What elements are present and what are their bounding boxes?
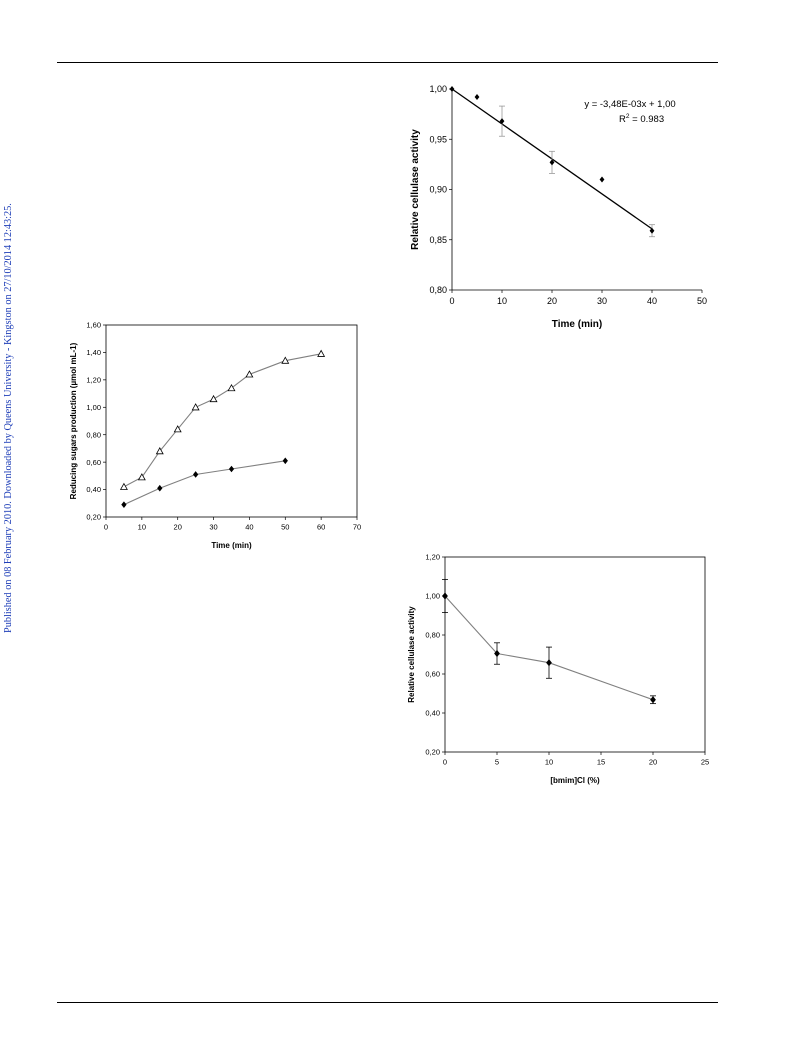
x-axis-label: Time (min) [211, 541, 252, 550]
x-tick-label: 0 [449, 296, 454, 306]
data-point [549, 159, 555, 166]
x-tick-label: 30 [597, 296, 607, 306]
x-tick-label: 40 [245, 523, 253, 532]
y-axis-label: Reducing sugars production (µmol mL-1) [69, 342, 78, 499]
x-tick-label: 60 [317, 523, 325, 532]
data-point [157, 484, 163, 492]
x-tick-label: 50 [697, 296, 707, 306]
top-rule [57, 62, 718, 63]
data-point [245, 370, 254, 378]
data-point [137, 473, 146, 481]
y-tick-label: 0,85 [429, 235, 447, 245]
equation-label: y = -3,48E-03x + 1,00 [584, 99, 675, 110]
data-point [494, 649, 500, 658]
plot-frame [444, 556, 706, 753]
x-tick-label: 20 [649, 758, 657, 767]
x-tick-label: 5 [495, 758, 499, 767]
y-tick-label: 1,00 [425, 592, 440, 601]
y-tick-label: 0,40 [425, 709, 440, 718]
data-point [228, 465, 235, 473]
y-tick-label: 0,80 [429, 285, 447, 295]
x-tick-label: 10 [138, 523, 146, 532]
x-tick-label: 20 [174, 523, 182, 532]
data-point [193, 471, 199, 478]
r-squared-label: R2 = 0.983 [619, 113, 664, 125]
data-point [227, 383, 236, 392]
data-point [649, 227, 655, 234]
y-tick-label: 1,20 [86, 375, 101, 384]
data-point [599, 176, 605, 183]
y-tick-label: 1,40 [86, 348, 101, 357]
data-point [155, 447, 164, 455]
x-tick-label: 50 [281, 523, 289, 532]
y-axis-label: Relative cellulase activity [407, 606, 416, 703]
y-tick-label: 0,60 [86, 458, 101, 467]
data-point [282, 457, 288, 465]
y-tick-label: 0,20 [86, 513, 101, 522]
x-tick-label: 25 [701, 758, 709, 767]
y-tick-label: 0,40 [86, 485, 101, 494]
y-tick-label: 0,80 [425, 631, 440, 640]
y-tick-label: 1,00 [86, 403, 101, 412]
x-axis-label: [bmim]Cl (%) [550, 776, 600, 785]
x-tick-label: 20 [547, 296, 557, 306]
y-tick-label: 1,20 [425, 553, 440, 562]
data-point [281, 356, 290, 364]
x-tick-label: 0 [104, 523, 108, 532]
data-point [474, 94, 480, 101]
data-point [499, 118, 505, 125]
plot-frame [105, 324, 358, 518]
data-point [449, 86, 455, 92]
data-point [209, 394, 218, 403]
x-tick-label: 30 [209, 523, 217, 532]
data-point [191, 403, 200, 411]
x-tick-label: 15 [597, 758, 605, 767]
x-tick-label: 10 [497, 296, 507, 306]
data-point [442, 592, 448, 600]
data-point [650, 696, 656, 704]
data-point [121, 501, 127, 508]
y-tick-label: 1,60 [86, 321, 101, 330]
series-line [444, 595, 654, 701]
data-point [119, 482, 128, 490]
x-tick-label: 70 [353, 523, 361, 532]
series-line [123, 353, 322, 488]
y-axis-label: Relative cellulase activity [410, 129, 421, 250]
x-axis-label: Time (min) [552, 319, 602, 330]
x-tick-label: 40 [647, 296, 657, 306]
y-tick-label: 0,60 [425, 670, 440, 679]
y-tick-label: 0,20 [425, 748, 440, 757]
y-tick-label: 0,95 [429, 134, 447, 144]
y-tick-label: 1,00 [429, 84, 447, 94]
data-point [317, 349, 326, 357]
data-point [173, 425, 182, 433]
y-tick-label: 0,80 [86, 430, 101, 439]
data-point [546, 659, 552, 667]
y-tick-label: 0,90 [429, 185, 447, 195]
x-tick-label: 0 [443, 758, 447, 767]
x-tick-label: 10 [545, 758, 553, 767]
bottom-rule [57, 1002, 718, 1003]
